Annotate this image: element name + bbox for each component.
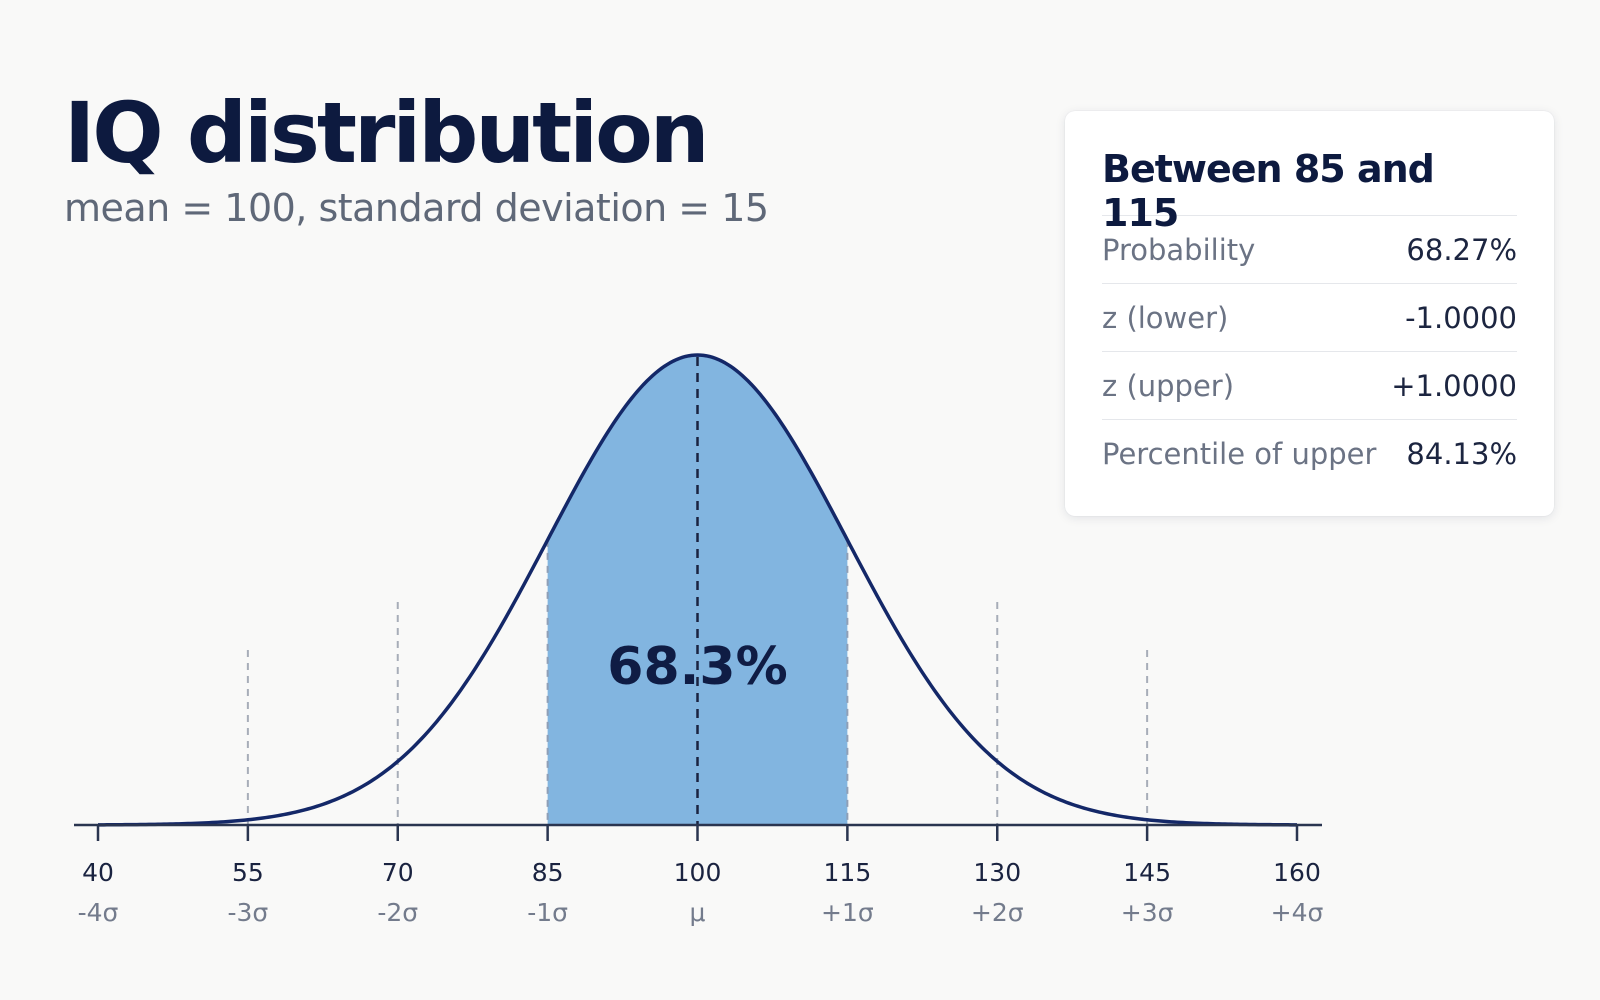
stat-label: Percentile of upper [1102, 436, 1377, 471]
x-tick-label: 130 [973, 858, 1021, 887]
x-tick-label: 70 [382, 858, 414, 887]
stat-value: +1.0000 [1391, 368, 1517, 403]
sigma-tick-label: +1σ [821, 898, 874, 927]
sigma-tick-label: -3σ [227, 898, 268, 927]
sigma-tick-label: -2σ [377, 898, 418, 927]
stat-value: 84.13% [1406, 436, 1517, 471]
x-tick-label: 145 [1123, 858, 1171, 887]
info-card: Between 85 and 115 Probability 68.27% z … [1065, 111, 1554, 516]
density-curve [97, 353, 1298, 827]
sigma-tick-label: -4σ [78, 898, 119, 927]
stat-label: Probability [1102, 232, 1256, 267]
shaded-area-label: 68.3% [607, 637, 787, 697]
chart-subtitle: mean = 100, standard deviation = 15 [64, 186, 769, 230]
sigma-tick-label: +3σ [1121, 898, 1174, 927]
sigma-tick-label: +2σ [971, 898, 1024, 927]
x-tick-label: 40 [82, 858, 114, 887]
sigma-tick-label: μ [690, 898, 706, 927]
x-tick-label: 115 [824, 858, 872, 887]
x-tick-label: 100 [674, 858, 722, 887]
stat-label: z (upper) [1102, 368, 1235, 403]
stat-row-percentile-upper: Percentile of upper 84.13% [1102, 420, 1517, 487]
stat-row-z-upper: z (upper) +1.0000 [1102, 352, 1517, 420]
sigma-tick-label: +4σ [1271, 898, 1324, 927]
sigma-tick-label: -1σ [527, 898, 568, 927]
stat-label: z (lower) [1102, 300, 1229, 335]
x-tick-label: 55 [232, 858, 264, 887]
stat-row-z-lower: z (lower) -1.0000 [1102, 284, 1517, 352]
stat-value: -1.0000 [1405, 300, 1517, 335]
info-card-title: Between 85 and 115 [1102, 111, 1517, 235]
x-tick-label: 85 [532, 858, 564, 887]
stat-value: 68.27% [1406, 232, 1517, 267]
chart-title: IQ distribution [64, 84, 710, 182]
x-tick-label: 160 [1273, 858, 1321, 887]
stat-row-probability: Probability 68.27% [1102, 216, 1517, 284]
